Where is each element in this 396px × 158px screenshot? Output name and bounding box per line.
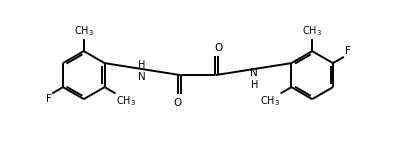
Text: H: H (251, 80, 258, 90)
Text: CH$_3$: CH$_3$ (260, 94, 280, 108)
Text: O: O (174, 98, 182, 108)
Text: F: F (46, 94, 51, 104)
Text: H: H (138, 61, 145, 70)
Text: CH$_3$: CH$_3$ (116, 94, 136, 108)
Text: O: O (214, 43, 222, 53)
Text: CH$_3$: CH$_3$ (302, 24, 322, 38)
Text: CH$_3$: CH$_3$ (74, 24, 94, 38)
Text: N: N (250, 68, 258, 78)
Text: F: F (345, 46, 350, 56)
Text: N: N (138, 72, 146, 82)
